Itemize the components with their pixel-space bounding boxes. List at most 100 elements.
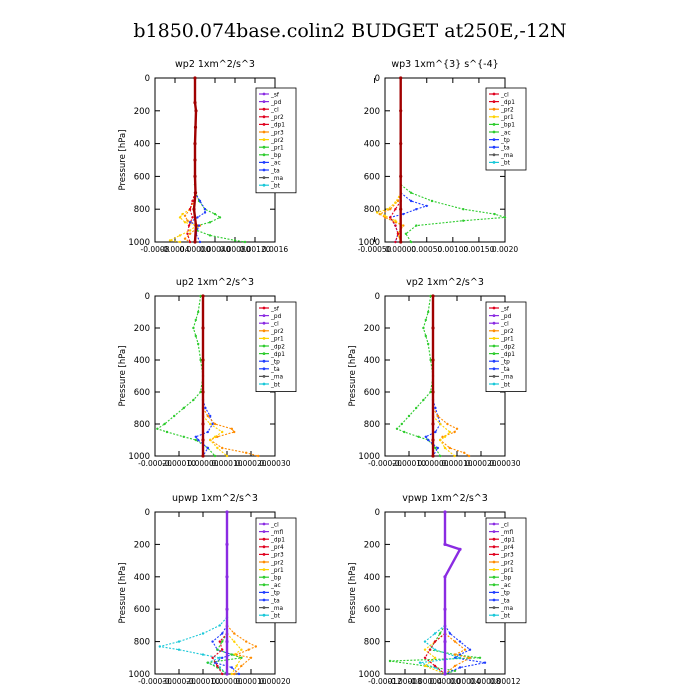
legend-label: _bt [270,382,281,388]
data-point [395,427,399,430]
data-point [221,648,224,651]
legend-marker [492,606,496,609]
legend-label: _pr1 [270,146,284,152]
legend-marker [492,306,496,310]
data-point [233,640,236,643]
x-tick-label: -0.00050 [358,245,392,254]
legend-label: _dp1 [500,538,515,544]
legend-label: _ac [270,583,281,589]
data-point [396,232,400,235]
data-point [396,199,400,203]
series-line [211,633,228,675]
y-tick-label: 0 [375,74,380,84]
legend-marker [492,382,496,386]
data-point [221,656,224,659]
data-point [483,661,487,664]
data-point [409,191,413,194]
data-point [249,656,253,659]
data-point [206,414,209,418]
legend-label: _cl [270,522,279,528]
legend-marker [262,107,266,111]
x-tick-label: 0.00010 [441,459,472,468]
legend-label: _ta [270,168,280,174]
legend-label: _ma [500,153,514,159]
data-point [221,632,224,635]
legend-label: _mfl [500,530,514,536]
data-point [201,422,205,426]
y-tick-label: 800 [134,638,150,648]
data-point [433,656,437,659]
data-point [183,221,187,224]
x-tick-label: 0.00120 [239,245,270,254]
legend-marker [492,359,496,363]
legend-marker [262,583,266,587]
data-point [163,422,166,426]
data-point [431,390,435,394]
x-tick-label: 0.00000 [385,245,416,254]
data-point [240,656,243,659]
x-tick-label: 0.0020 [492,245,518,254]
legend-marker [492,575,496,579]
legend-marker [262,537,266,541]
legend-marker [262,352,266,355]
data-point [198,240,202,244]
data-point [422,398,425,402]
legend-marker [262,153,266,157]
legend-label: _bp1 [500,123,515,129]
data-point [199,390,202,394]
legend-label: _ma [500,375,514,381]
data-point [233,239,237,242]
data-point [407,414,411,418]
data-point [404,232,408,235]
data-point [394,208,397,211]
data-point [418,661,422,664]
data-point [433,648,437,651]
data-point [173,414,176,418]
data-point [206,430,209,434]
data-point [431,326,435,330]
y-tick-label: 800 [134,420,150,430]
x-tick-label: 0.00000 [429,677,460,686]
legend-label: _tp [500,591,510,597]
data-point [429,390,432,394]
series-line [389,200,402,243]
legend-label: _dp1 [270,123,285,129]
data-point [433,640,437,643]
data-point [194,224,198,228]
data-point [453,653,457,656]
legend-marker [492,367,496,371]
data-point [254,645,257,648]
data-point [194,334,197,338]
x-tick-label: 0.00004 [449,677,480,686]
panel-title: vp2 1xm^2/s^3 [406,277,484,288]
data-point [233,632,236,635]
series-line [443,512,462,674]
data-point [462,208,465,211]
data-point [211,422,214,426]
y-axis-label: Pressure [hPa] [118,563,128,624]
legend-label: _bp [270,576,282,582]
y-tick-label: 600 [134,605,150,615]
x-tick-label: 0.00020 [465,459,496,468]
x-tick-label: 0.00012 [489,677,520,686]
x-tick-label: 0.00000 [179,245,210,254]
data-point [431,294,435,298]
data-point [399,76,403,80]
legend-marker [262,130,266,134]
data-point [192,398,195,402]
legend-marker [492,375,496,378]
legend-label: _pd [270,100,282,106]
data-point [197,438,200,442]
legend-marker [492,337,496,340]
data-point [218,216,222,219]
data-point [203,211,207,214]
x-tick-label: 0.00030 [259,459,290,468]
legend-marker [492,591,496,594]
y-tick-label: 1000 [358,670,380,680]
data-point [193,240,197,244]
legend-label: _pr2 [500,329,514,335]
y-tick-label: 400 [364,140,380,150]
data-point [467,454,471,458]
y-tick-label: 400 [134,573,150,583]
x-tick-label: -0.00004 [408,677,442,686]
